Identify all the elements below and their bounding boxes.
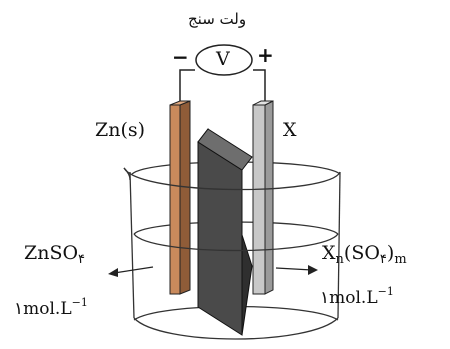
right-electrode	[252, 100, 274, 295]
beaker-wall-left	[129, 171, 135, 319]
left-formula-base: ZnSO	[24, 242, 79, 264]
wire-left	[179, 69, 195, 105]
right-formula-base: X	[322, 242, 336, 264]
left-solution-formula: ZnSO۴	[24, 242, 85, 267]
right-formula-close: )	[386, 242, 395, 264]
right-concentration-exponent: −1	[377, 285, 394, 298]
right-solution-arrow	[275, 265, 318, 275]
right-formula-mid: (SO	[343, 242, 380, 264]
voltmeter-caption: ولت سنج	[188, 10, 247, 28]
left-electrode-label: Zn(s)	[95, 119, 146, 141]
voltmeter-body	[195, 44, 253, 76]
porous-separator	[197, 127, 253, 336]
left-solution-concentration: ۱mol.L−1	[14, 296, 88, 319]
solution-surface-front	[133, 233, 339, 252]
right-concentration-prefix: ۱mol.L	[320, 288, 378, 308]
right-solution-formula: Xn(SO۴)m	[322, 242, 407, 267]
negative-terminal-sign: −	[172, 45, 189, 69]
right-formula-sub-m: m	[394, 252, 407, 267]
right-formula-sub-n: n	[335, 252, 344, 267]
wire-right	[253, 69, 266, 105]
left-concentration-prefix: ۱mol.L	[14, 299, 72, 319]
left-electrode	[169, 100, 191, 295]
right-electrode-label: X	[283, 119, 297, 141]
beaker-front-rim	[123, 167, 341, 191]
left-concentration-exponent: −1	[71, 296, 88, 309]
left-solution-arrow	[108, 266, 154, 277]
right-solution-concentration: ۱mol.L−1	[320, 285, 394, 308]
beaker-wall-right	[337, 171, 341, 319]
positive-terminal-sign: +	[257, 43, 274, 67]
left-formula-subscript: ۴	[78, 252, 86, 267]
beaker-bottom-front	[133, 317, 339, 340]
right-formula-subscript: ۴	[379, 252, 387, 267]
voltmeter-symbol: V	[216, 48, 230, 70]
